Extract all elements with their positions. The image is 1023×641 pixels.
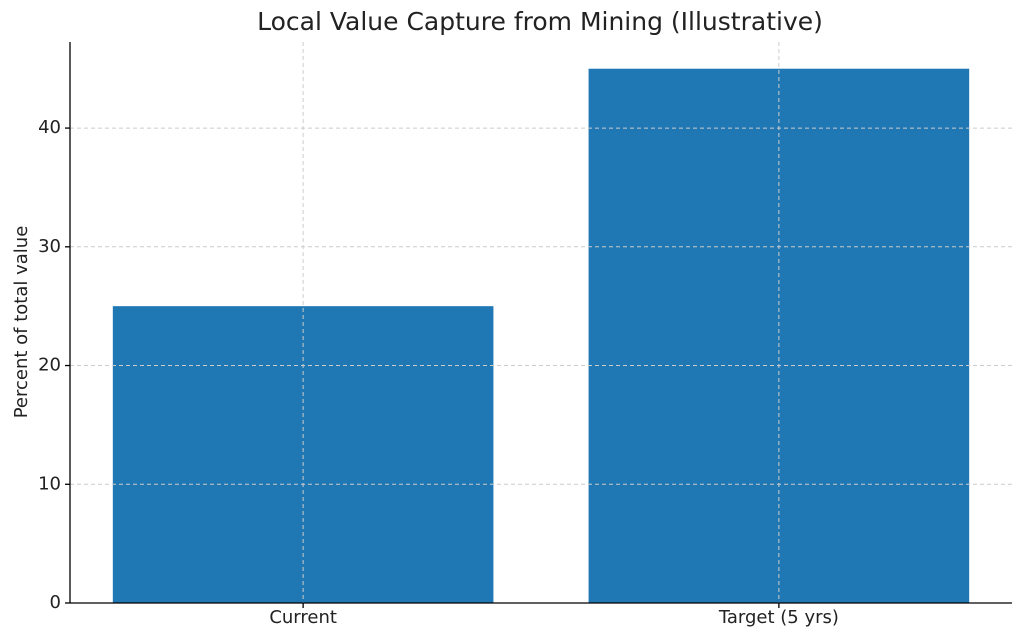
y-tick-label: 10 [38,473,61,494]
y-tick-label: 30 [38,236,61,257]
y-tick-label: 40 [38,117,61,138]
x-tick-label: Target (5 yrs) [718,607,839,628]
y-axis-label: Percent of total value [11,226,32,419]
y-tick-label: 0 [50,592,61,613]
y-tick-label: 20 [38,355,61,376]
x-tick-label: Current [269,607,337,628]
chart-title: Local Value Capture from Mining (Illustr… [257,7,823,36]
